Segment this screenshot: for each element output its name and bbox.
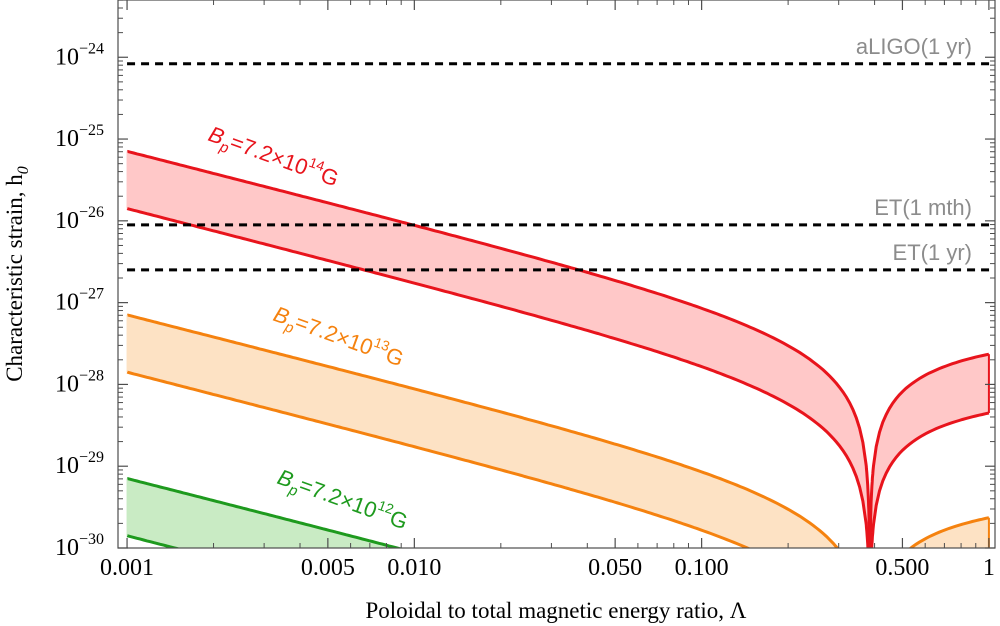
y-tick-label-0: 10−30 bbox=[55, 531, 104, 561]
band-lower-line-1-0 bbox=[126, 370, 752, 548]
band-upper-line-0-0 bbox=[126, 149, 871, 548]
y-tick-base-1: 10 bbox=[55, 453, 79, 479]
reference-labels-layer: aLIGO(1 yr) ET(1 mth) ET(1 yr) bbox=[856, 34, 972, 265]
bands-layer bbox=[126, 149, 990, 608]
band-upper-line-1-1 bbox=[908, 516, 990, 548]
y-tick-exp-4: −26 bbox=[79, 204, 104, 221]
y-tick-exp-0: −30 bbox=[79, 531, 104, 548]
ref-label-1: ET(1 mth) bbox=[874, 195, 972, 220]
y-tick-base-0: 10 bbox=[55, 535, 79, 561]
y-tick-label-1: 10−29 bbox=[55, 449, 104, 479]
band-fill-0-0 bbox=[127, 151, 870, 548]
band-fill-1-0 bbox=[127, 314, 838, 548]
x-tick-label-5: 0.500 bbox=[875, 555, 929, 581]
x-tick-label-2: 0.010 bbox=[387, 555, 441, 581]
x-tick-label-4: 0.100 bbox=[675, 555, 729, 581]
band-upper-line-1-0 bbox=[126, 313, 840, 548]
x-tick-label-3: 0.050 bbox=[588, 555, 642, 581]
band-label-exp-2: 12 bbox=[376, 497, 396, 517]
y-tick-label-2: 10−28 bbox=[55, 367, 104, 397]
band-lower-line-0-0 bbox=[126, 207, 870, 548]
y-axis-title: Characteristic strain, h0 bbox=[2, 166, 32, 382]
y-tick-base-3: 10 bbox=[55, 290, 79, 316]
y-tick-label-4: 10−26 bbox=[55, 204, 104, 234]
plot-frame bbox=[117, 0, 996, 549]
ref-label-2: ET(1 yr) bbox=[893, 240, 972, 265]
y-tick-exp-6: −24 bbox=[79, 40, 104, 57]
band-fill-1-1 bbox=[910, 517, 989, 548]
x-ticks-layer: 0.001 0.005 0.010 0.050 0.100 0.500 1 bbox=[100, 0, 995, 581]
x-tick-label-0: 0.001 bbox=[100, 555, 154, 581]
x-axis-title: Poloidal to total magnetic energy ratio,… bbox=[366, 598, 747, 623]
ref-label-0: aLIGO(1 yr) bbox=[856, 34, 972, 59]
y-tick-label-6: 10−24 bbox=[55, 40, 104, 70]
band-label-exp-1: 13 bbox=[372, 334, 392, 354]
x-tick-label-1: 0.005 bbox=[301, 555, 355, 581]
y-tick-label-3: 10−27 bbox=[55, 286, 104, 316]
y-tick-exp-2: −28 bbox=[79, 367, 104, 384]
y-tick-exp-1: −29 bbox=[79, 449, 104, 466]
band-fill-0-1 bbox=[870, 354, 989, 548]
y-tick-exp-5: −25 bbox=[79, 122, 104, 139]
y-tick-exp-3: −27 bbox=[79, 286, 104, 303]
y-axis-title-main: Characteristic strain, h bbox=[2, 174, 27, 382]
y-tick-base-4: 10 bbox=[55, 208, 79, 234]
band-label-mid-2: =7.2×10 bbox=[296, 472, 380, 523]
band-lower-line-1-1 bbox=[870, 577, 989, 608]
y-tick-label-5: 10−25 bbox=[55, 122, 104, 152]
y-tick-base-5: 10 bbox=[55, 126, 79, 152]
band-label-mid-0: =7.2×10 bbox=[227, 129, 311, 180]
y-axis-title-sub: 0 bbox=[15, 166, 32, 174]
x-tick-label-6: 1 bbox=[983, 555, 995, 581]
band-lower-line-0-1 bbox=[870, 411, 990, 548]
band-label-mid-1: =7.2×10 bbox=[292, 309, 376, 360]
band-upper-line-0-1 bbox=[868, 352, 990, 548]
band-label-exp-0: 14 bbox=[307, 154, 327, 174]
y-tick-base-6: 10 bbox=[55, 44, 79, 70]
band-upper-line-2-0 bbox=[126, 477, 404, 548]
reference-lines-layer bbox=[127, 62, 995, 272]
y-tick-base-2: 10 bbox=[55, 371, 79, 397]
